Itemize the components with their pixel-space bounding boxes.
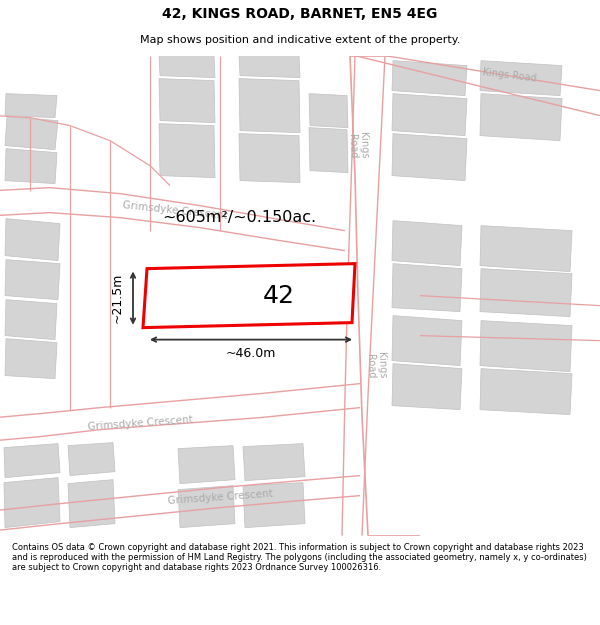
Polygon shape xyxy=(392,94,467,136)
Text: 42, KINGS ROAD, BARNET, EN5 4EG: 42, KINGS ROAD, BARNET, EN5 4EG xyxy=(163,8,437,21)
Polygon shape xyxy=(243,444,305,481)
Polygon shape xyxy=(480,269,572,317)
Text: ~605m²/~0.150ac.: ~605m²/~0.150ac. xyxy=(162,210,316,225)
Polygon shape xyxy=(480,321,572,372)
Polygon shape xyxy=(5,339,57,379)
Polygon shape xyxy=(480,61,562,96)
Polygon shape xyxy=(480,226,572,272)
Polygon shape xyxy=(4,478,60,528)
Polygon shape xyxy=(239,134,300,182)
Text: ~46.0m: ~46.0m xyxy=(226,347,276,360)
Polygon shape xyxy=(309,127,348,172)
Polygon shape xyxy=(5,117,58,149)
Polygon shape xyxy=(392,221,462,266)
Polygon shape xyxy=(4,444,60,478)
Polygon shape xyxy=(5,94,57,118)
Polygon shape xyxy=(239,79,300,132)
Polygon shape xyxy=(392,264,462,312)
Text: Contains OS data © Crown copyright and database right 2021. This information is : Contains OS data © Crown copyright and d… xyxy=(12,542,587,572)
Text: Grimsdyke Crescent: Grimsdyke Crescent xyxy=(167,489,273,506)
Polygon shape xyxy=(143,264,355,328)
Text: 42: 42 xyxy=(263,284,295,308)
Polygon shape xyxy=(5,259,60,299)
Text: Kings
Road: Kings Road xyxy=(365,352,387,379)
Polygon shape xyxy=(392,364,462,409)
Text: Grimsdyke Crescent: Grimsdyke Crescent xyxy=(122,200,228,221)
Polygon shape xyxy=(178,446,235,484)
Polygon shape xyxy=(159,56,215,78)
Polygon shape xyxy=(243,482,305,528)
Polygon shape xyxy=(5,299,57,339)
Polygon shape xyxy=(159,79,215,122)
Text: Kings Road: Kings Road xyxy=(482,68,538,84)
Text: Kings
Road: Kings Road xyxy=(347,132,369,159)
Polygon shape xyxy=(5,149,57,184)
Polygon shape xyxy=(5,219,60,261)
Polygon shape xyxy=(392,134,467,181)
Polygon shape xyxy=(480,369,572,414)
Text: ~21.5m: ~21.5m xyxy=(110,273,124,323)
Polygon shape xyxy=(68,479,115,528)
Polygon shape xyxy=(239,56,300,78)
Polygon shape xyxy=(480,94,562,141)
Polygon shape xyxy=(392,316,462,366)
Polygon shape xyxy=(309,94,348,128)
Polygon shape xyxy=(159,124,215,177)
Polygon shape xyxy=(392,61,467,96)
Polygon shape xyxy=(68,442,115,476)
Polygon shape xyxy=(178,486,235,528)
Text: Map shows position and indicative extent of the property.: Map shows position and indicative extent… xyxy=(140,35,460,45)
Text: Grimsdyke Crescent: Grimsdyke Crescent xyxy=(87,415,193,432)
